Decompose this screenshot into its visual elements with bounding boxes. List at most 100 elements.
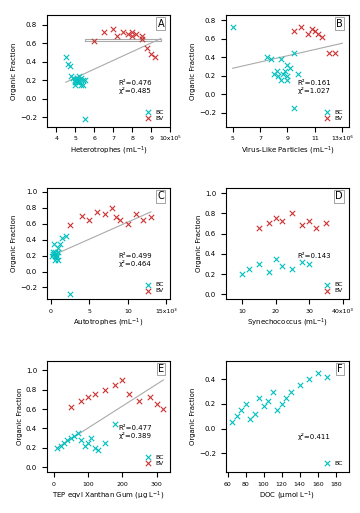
Point xyxy=(271,70,276,78)
Point xyxy=(289,265,295,273)
Point xyxy=(230,23,235,31)
Point xyxy=(300,221,305,229)
Point xyxy=(148,50,154,58)
Point xyxy=(313,224,319,232)
Point xyxy=(319,33,325,41)
Point xyxy=(280,218,285,226)
Point xyxy=(129,32,135,40)
Point xyxy=(78,397,84,405)
Y-axis label: Organic Fraction: Organic Fraction xyxy=(196,215,202,272)
Point xyxy=(280,262,285,270)
Point xyxy=(67,290,73,298)
Point xyxy=(53,251,58,260)
Point xyxy=(120,376,125,384)
Point xyxy=(324,372,329,381)
Point xyxy=(309,25,315,33)
Point xyxy=(76,78,82,86)
Point xyxy=(278,55,284,63)
Point xyxy=(112,420,118,428)
Point xyxy=(76,72,82,80)
Legend: BC, BV: BC, BV xyxy=(319,107,345,123)
Point xyxy=(72,81,78,89)
Point xyxy=(323,220,329,228)
Legend: BC, BV: BC, BV xyxy=(140,280,166,295)
Point xyxy=(287,64,293,72)
Point xyxy=(315,30,320,38)
Legend: BC, BV: BC, BV xyxy=(140,107,166,123)
Point xyxy=(109,204,115,212)
Point xyxy=(50,248,56,256)
Point xyxy=(85,393,91,402)
Point xyxy=(285,61,291,69)
Point xyxy=(337,363,343,371)
Point xyxy=(326,48,332,56)
X-axis label: DOC (µmol L$^{-1}$): DOC (µmol L$^{-1}$) xyxy=(260,489,315,502)
X-axis label: Heterotrophes (mL$^{-1}$): Heterotrophes (mL$^{-1}$) xyxy=(69,144,148,156)
Point xyxy=(76,76,82,85)
Legend: BC: BC xyxy=(319,459,345,468)
Point xyxy=(54,444,60,452)
Point xyxy=(161,405,166,413)
Point xyxy=(113,213,119,222)
Point xyxy=(297,381,302,389)
Point xyxy=(69,72,75,80)
Point xyxy=(292,27,297,35)
Point xyxy=(61,439,67,447)
Point xyxy=(67,221,73,229)
Point xyxy=(264,53,270,61)
Point xyxy=(92,390,98,399)
Point xyxy=(59,234,65,242)
Text: A: A xyxy=(157,19,164,29)
Point xyxy=(305,30,311,38)
Point xyxy=(312,27,318,35)
Point xyxy=(136,397,142,405)
Point xyxy=(78,212,84,220)
Y-axis label: Organic Fraction: Organic Fraction xyxy=(17,388,23,445)
X-axis label: Virus-Like Particles (mL$^{-1}$): Virus-Like Particles (mL$^{-1}$) xyxy=(240,144,334,156)
Point xyxy=(82,442,87,450)
Point xyxy=(148,213,154,222)
Point xyxy=(315,369,320,377)
Point xyxy=(74,76,80,85)
Point xyxy=(95,446,101,454)
Point xyxy=(112,381,118,389)
Point xyxy=(80,81,86,89)
Point xyxy=(75,429,81,437)
Point xyxy=(247,415,253,423)
Point xyxy=(273,255,279,263)
Point xyxy=(129,28,135,36)
Point xyxy=(102,386,108,394)
Point xyxy=(298,24,304,32)
Point xyxy=(274,406,280,414)
Point xyxy=(270,387,275,396)
Point xyxy=(278,76,284,85)
Point xyxy=(51,255,57,264)
X-axis label: Autotrophes (mL$^{-1}$): Autotrophes (mL$^{-1}$) xyxy=(73,317,144,329)
Point xyxy=(68,434,74,442)
Text: F: F xyxy=(337,364,343,374)
Point xyxy=(92,444,98,452)
Point xyxy=(266,220,272,228)
Point xyxy=(91,37,97,46)
Point xyxy=(72,78,78,86)
Legend: BC, BV: BC, BV xyxy=(319,280,345,295)
Point xyxy=(126,390,132,399)
Point xyxy=(49,251,55,260)
X-axis label: Synechococcus (mL$^{-1}$): Synechococcus (mL$^{-1}$) xyxy=(247,317,328,329)
Text: R²=0.476
χ²=0.485: R²=0.476 χ²=0.485 xyxy=(118,80,152,101)
Point xyxy=(55,244,61,252)
Point xyxy=(53,250,59,258)
Point xyxy=(300,258,305,266)
Point xyxy=(102,210,108,219)
Point xyxy=(117,215,123,224)
Point xyxy=(265,398,271,406)
Point xyxy=(282,67,288,75)
Point xyxy=(67,62,72,70)
Point xyxy=(101,28,107,36)
Point xyxy=(71,74,76,83)
Point xyxy=(63,53,69,61)
Text: R²=0.477
χ²=0.389: R²=0.477 χ²=0.389 xyxy=(118,425,152,446)
Point xyxy=(85,439,91,447)
Point xyxy=(306,375,311,383)
Point xyxy=(64,436,70,444)
